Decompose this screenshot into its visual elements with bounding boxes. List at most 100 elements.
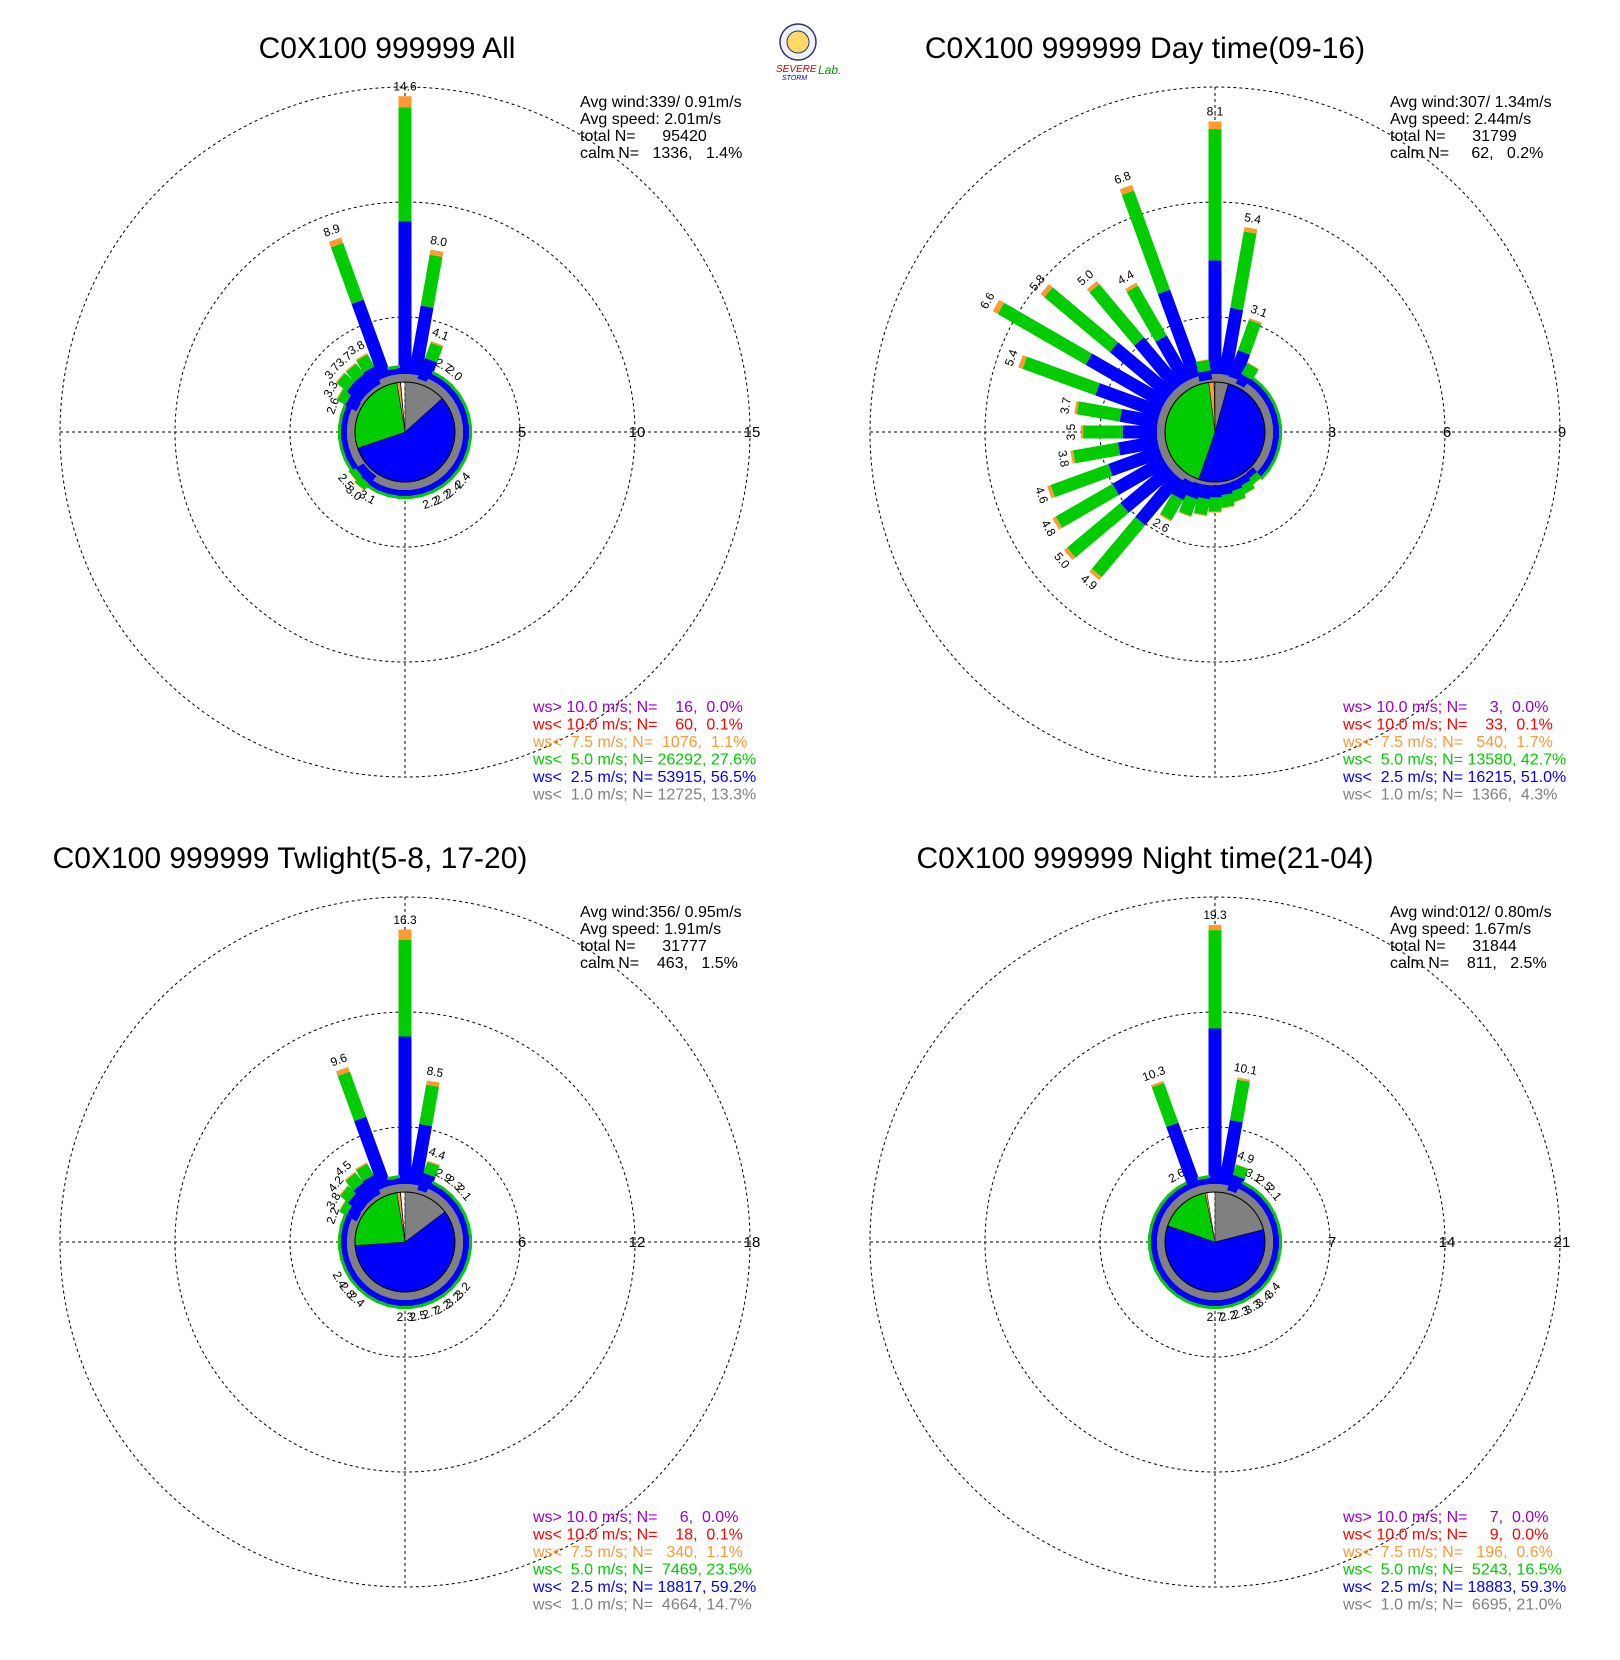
bar-segment [1149, 1257, 1158, 1272]
bar-segment [462, 1212, 471, 1227]
bar-total-label: 5.4 [1002, 347, 1021, 368]
bar-segment [1047, 484, 1055, 499]
bar-segment [1193, 513, 1207, 517]
bar-segment [1267, 404, 1278, 419]
bar-segment [1150, 1224, 1160, 1239]
direction-bar-90 [455, 1235, 472, 1249]
wind-rose-svg: 3 6 98.15.43.12.64.95.04.84.63.83.53.75.46… [869, 32, 1566, 804]
bar-segment [431, 1180, 445, 1190]
calm-n-text: calm N= 811, 2.5% [1390, 955, 1547, 972]
bar-segment [420, 1299, 435, 1308]
bar-segment [354, 481, 365, 491]
ring-tick-label: 15 [744, 424, 761, 441]
bar-segment [1279, 1235, 1282, 1249]
direction-bar-350 [1196, 1174, 1213, 1194]
bar-segment [342, 1255, 353, 1270]
bar-segment [1076, 401, 1122, 422]
bar-total-label: 16.3 [393, 913, 417, 927]
bar-segment [1198, 1183, 1213, 1194]
bar-segment [1208, 121, 1222, 130]
avg-speed-text: Avg speed: 1.91m/s [580, 921, 721, 938]
wind-rose-panel-all: 5 10 15 14.6 8.0 4.1 2.7 2.0 2.4 2.4 2.2 2.2 3.1 3.0 2… [0, 0, 810, 810]
bar-segment [386, 493, 401, 500]
bar-segment [1166, 1122, 1202, 1190]
range-ring [869, 896, 1561, 1588]
chart-title: C0X100 999999 All [259, 32, 516, 65]
bar-segment [1241, 1180, 1255, 1190]
bar-segment [340, 1245, 350, 1260]
bar-segment [1259, 1278, 1271, 1291]
direction-bar-350 [386, 364, 403, 384]
legend-entry: ws> 10.0 m/s; N= 7, 0.0% [1342, 1509, 1548, 1526]
bar-segment [408, 1123, 433, 1187]
bar-segment [339, 1185, 349, 1196]
bar-segment [1151, 1082, 1179, 1128]
direction-bar-250 [1047, 442, 1171, 499]
bar-segment [1147, 1223, 1154, 1238]
bar-segment [1208, 1306, 1222, 1309]
bar-segment [460, 1224, 470, 1239]
bar-total-label: 2.2 [323, 1205, 342, 1226]
avg-wind-text: Avg wind:012/ 0.80m/s [1390, 904, 1552, 921]
range-ring [59, 86, 751, 778]
bar-segment [356, 354, 375, 373]
bar-segment [462, 447, 471, 462]
bar-segment [1243, 227, 1258, 234]
bar-segment [341, 425, 347, 439]
legend-entry: ws< 1.0 m/s; N= 1366, 4.3% [1342, 787, 1557, 804]
bar-segment [1233, 497, 1247, 503]
bar-segment [426, 1080, 440, 1087]
bar-segment [441, 376, 454, 388]
bar-total-label: 2.5 [409, 1308, 428, 1325]
bar-segment [1248, 318, 1262, 325]
bar-total-label: 3.8 [1055, 449, 1072, 468]
bar-total-label: 10.3 [1140, 1063, 1167, 1084]
bar-segment [1063, 547, 1076, 561]
wind-rose-svg: 6 12 1816.38.54.42.92.32.13.23.22.22.72.52… [53, 842, 761, 1614]
bar-segment [425, 342, 443, 363]
bar-segment [386, 1174, 401, 1181]
bar-segment [1208, 1300, 1222, 1306]
bar-segment [1267, 1268, 1277, 1282]
bar-segment [362, 1174, 384, 1199]
direction-bar-0 [1208, 924, 1222, 1192]
avg-speed-text: Avg speed: 2.01m/s [580, 111, 721, 128]
legend-entry: ws< 7.5 m/s; N= 340, 1.1% [532, 1544, 743, 1561]
bar-segment [1126, 285, 1167, 342]
bar-segment [336, 388, 344, 401]
ring-tick-label: 18 [744, 1234, 761, 1251]
bar-segment [431, 1294, 445, 1304]
legend-entry: ws< 5.0 m/s; N= 7469, 23.5% [532, 1562, 752, 1579]
bar-total-label: 3.1 [1249, 302, 1270, 321]
bar-segment [1160, 493, 1184, 521]
ring-tick-label: 21 [1554, 1234, 1571, 1251]
direction-bar-270 [1080, 425, 1165, 439]
bar-segment [1151, 1235, 1157, 1249]
bar-segment [338, 1199, 346, 1212]
bar-segment [365, 484, 379, 494]
bar-segment [388, 1183, 403, 1194]
bar-segment [1272, 447, 1281, 462]
bar-segment [1251, 477, 1262, 487]
bar-segment [375, 1299, 390, 1308]
calm-pie-outline [1164, 1191, 1266, 1293]
bar-segment [1108, 445, 1163, 477]
chart-title: C0X100 999999 Day time(09-16) [925, 32, 1365, 65]
bar-segment [1159, 1193, 1171, 1206]
bar-segment [1237, 1077, 1251, 1082]
ring-tick-label: 14 [1439, 1234, 1456, 1251]
bar-segment [338, 1235, 341, 1249]
legend-entry: ws< 5.0 m/s; N= 13580, 42.7% [1342, 752, 1566, 769]
bar-segment [340, 414, 350, 429]
bar-segment [1270, 1245, 1280, 1260]
bar-total-label: 2.7 [420, 1303, 441, 1322]
direction-bar-180 [1208, 1292, 1222, 1309]
bar-segment [408, 305, 434, 377]
bar-segment [1229, 487, 1246, 503]
bar-segment [1120, 464, 1175, 513]
wind-rose-svg: 5 10 1514.68.04.12.72.02.42.42.22.23.13.02… [59, 32, 761, 804]
bar-segment [1259, 468, 1271, 481]
bar-segment [346, 363, 365, 382]
bar-segment [337, 436, 344, 451]
bar-segment [328, 237, 344, 248]
